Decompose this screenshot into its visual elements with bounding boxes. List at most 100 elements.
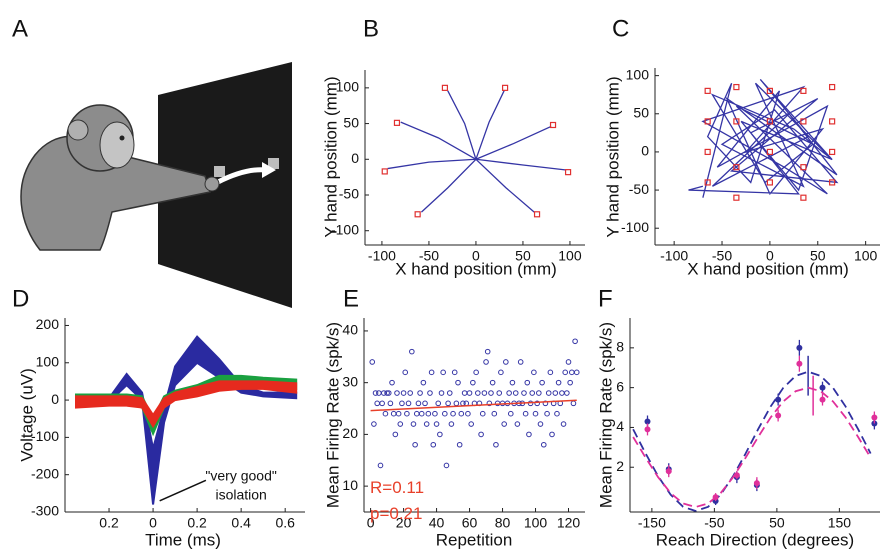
y-tick-label: -100 [621, 219, 649, 235]
y-axis-label: Voltage (uV) [17, 368, 36, 462]
point [423, 421, 430, 427]
annotation-pointer [159, 479, 207, 502]
y-axis-label: Mean Firing Rate (spk/s) [596, 322, 615, 508]
point [369, 359, 376, 365]
point [384, 390, 390, 396]
target [733, 164, 740, 171]
point [377, 462, 384, 469]
target [533, 211, 541, 218]
point [539, 379, 545, 386]
x-tick-label: -100 [368, 248, 396, 264]
point [573, 369, 580, 376]
target [829, 179, 836, 186]
target [704, 87, 711, 94]
point [819, 396, 826, 403]
point [559, 390, 565, 396]
point [440, 369, 446, 376]
point [412, 441, 418, 448]
target [393, 119, 401, 126]
point [430, 441, 437, 448]
x-tick-label: 50 [769, 515, 785, 531]
point [420, 379, 427, 386]
y-tick-label: -100 [331, 221, 359, 237]
y-axis-label: Y hand position (mm) [603, 76, 622, 237]
monkey-hand [204, 176, 220, 192]
point [442, 410, 448, 417]
point [531, 369, 537, 376]
x-tick-label: 100 [558, 248, 582, 264]
point [526, 431, 532, 438]
point [445, 400, 451, 407]
point [451, 369, 458, 376]
x-tick-label: -50 [712, 248, 732, 264]
point [560, 421, 567, 427]
y-tick-label: 40 [342, 322, 358, 338]
point [407, 390, 413, 396]
point [427, 390, 433, 396]
point [418, 410, 425, 417]
point [374, 400, 380, 407]
target [766, 87, 773, 94]
annotation: isolation [215, 486, 266, 502]
point [537, 421, 544, 427]
point [524, 379, 531, 386]
point [819, 384, 826, 391]
x-tick-label: 0.2 [187, 515, 207, 531]
point [775, 396, 782, 403]
point [554, 410, 560, 417]
y-tick-label: 50 [633, 104, 649, 120]
target [829, 83, 836, 91]
point [458, 410, 465, 417]
y-tick-label: -100 [31, 428, 59, 444]
point [394, 390, 400, 396]
monkey-eye [119, 135, 125, 141]
point [572, 338, 578, 345]
point [399, 400, 405, 407]
point [491, 410, 498, 417]
y-axis-label: Mean Firing Rate (spk/s) [323, 322, 342, 508]
point [529, 390, 536, 396]
trajectory [400, 121, 477, 160]
trajectory [387, 158, 476, 170]
target [733, 118, 740, 125]
panel-label: E [343, 285, 359, 312]
point [509, 379, 516, 386]
point [395, 410, 402, 417]
x-tick-label: 100 [524, 515, 548, 531]
x-tick-label: 0.4 [231, 515, 251, 531]
point [465, 410, 471, 417]
point [871, 414, 878, 421]
x-tick-label: 20 [396, 515, 412, 531]
y-tick-label: 20 [342, 425, 358, 441]
point [422, 400, 428, 407]
y-tick-label: -300 [31, 503, 59, 519]
point [540, 441, 547, 448]
panel-label: F [598, 285, 613, 312]
point [376, 390, 382, 396]
trajectory [688, 79, 839, 198]
point [514, 421, 521, 427]
y-tick-label: 6 [616, 378, 624, 394]
point [484, 348, 491, 355]
point [389, 379, 395, 386]
point [570, 400, 577, 407]
point [453, 400, 460, 407]
point [549, 431, 555, 438]
target [704, 118, 711, 125]
point [753, 480, 760, 487]
target [704, 179, 711, 186]
target [800, 118, 807, 125]
target [800, 194, 807, 201]
point [564, 390, 570, 396]
y-tick-label: 0 [351, 150, 359, 166]
point [532, 410, 539, 417]
panel-label: D [12, 285, 29, 312]
monkey-ear [67, 119, 89, 141]
point [371, 421, 377, 427]
point [506, 390, 512, 396]
y-tick-label: 200 [36, 316, 60, 332]
x-tick-label: 80 [495, 515, 511, 531]
x-axis-label: Repetition [436, 530, 513, 549]
point [392, 431, 399, 438]
